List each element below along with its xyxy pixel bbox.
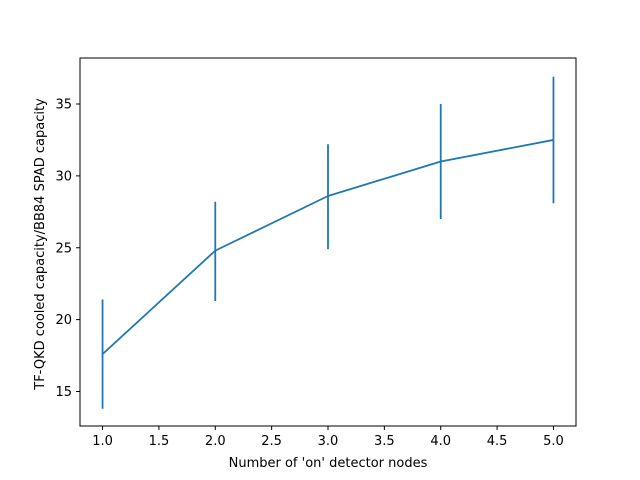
y-tick-label: 20 xyxy=(55,313,72,328)
x-tick-label: 3.5 xyxy=(374,434,395,449)
x-tick-label: 1.5 xyxy=(149,434,170,449)
x-tick-label: 4.5 xyxy=(487,434,508,449)
plot-area: 1.0 1.5 2.0 2.5 3.0 3.5 4.0 4.5 5.0 15 20 25 30 35 xyxy=(55,57,577,449)
x-tick-label: 3.0 xyxy=(318,434,339,449)
x-tick-label: 4.0 xyxy=(430,434,451,449)
series-line xyxy=(101,139,554,355)
y-tick-label: 25 xyxy=(55,241,72,256)
x-axis-title: Number of 'on' detector nodes xyxy=(229,456,428,471)
y-tick-label: 15 xyxy=(55,385,72,400)
x-tick-label: 2.5 xyxy=(261,434,282,449)
x-tick-label: 2.0 xyxy=(205,434,226,449)
y-axis-title: TF-QKD cooled capacity/BB84 SPAD capacit… xyxy=(33,98,48,391)
y-tick-label: 35 xyxy=(55,98,72,113)
y-tick-label: 30 xyxy=(55,169,72,184)
x-tick-label: 5.0 xyxy=(543,434,564,449)
x-tick-label: 1.0 xyxy=(92,434,113,449)
